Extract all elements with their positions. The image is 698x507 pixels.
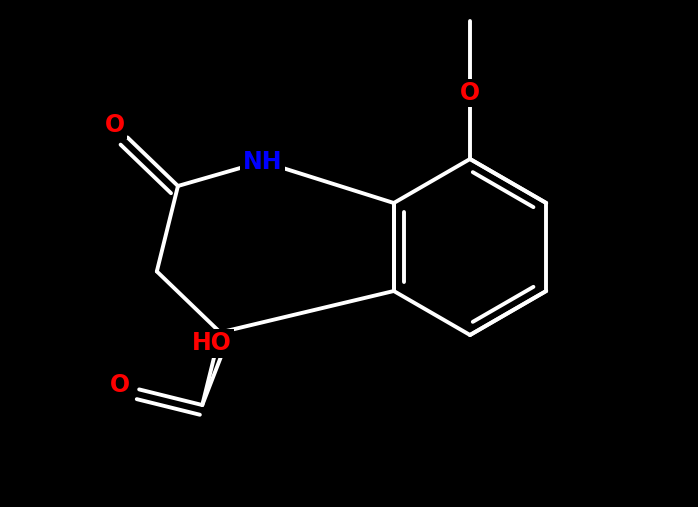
Text: O: O [110,373,130,396]
Text: O: O [460,81,480,105]
Text: NH: NH [243,150,282,173]
Text: O: O [105,113,125,137]
Text: HO: HO [192,332,232,355]
